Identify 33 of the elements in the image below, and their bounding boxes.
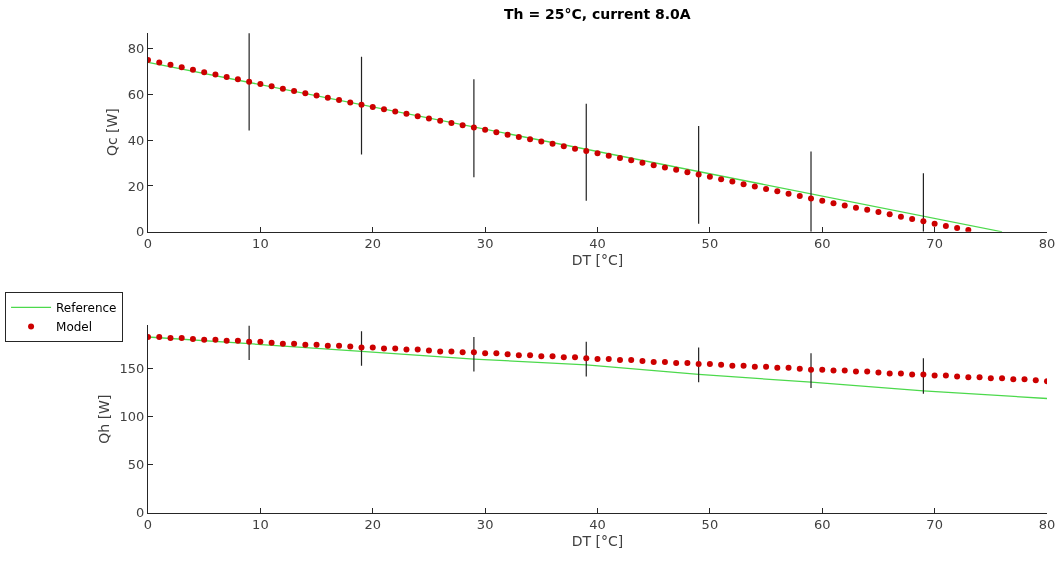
y-tick-label: 60 <box>127 86 145 102</box>
x-tick-label: 30 <box>476 236 494 252</box>
x-tick-label: 70 <box>926 517 943 533</box>
x-tick-label: 60 <box>813 236 831 252</box>
x-tick-label: 60 <box>813 517 831 533</box>
y-tick-label: 100 <box>119 409 145 425</box>
line-series <box>148 336 1047 400</box>
x-tick-label: 50 <box>701 236 719 252</box>
y-tick-label: 50 <box>127 457 145 473</box>
y-tick-label: 150 <box>119 361 145 377</box>
x-tick-label: 20 <box>364 517 382 533</box>
x-tick-label: 10 <box>252 236 269 252</box>
x-tick-label: 10 <box>252 517 269 533</box>
x-tick-label: 70 <box>926 236 943 252</box>
x-tick-label: 20 <box>364 236 382 252</box>
y-axis-title: Qh [W] <box>96 394 113 444</box>
x-tick-label: 80 <box>1038 236 1056 252</box>
legend-label: Reference <box>56 301 117 316</box>
legend-label: Model <box>56 320 93 335</box>
y-tick-label: 0 <box>136 224 145 240</box>
x-tick-label: 40 <box>589 517 606 533</box>
y-tick-label: 80 <box>127 41 145 57</box>
x-axis-title: DT [°C] <box>571 251 624 268</box>
x-axis-title: DT [°C] <box>571 532 624 549</box>
y-axis-title: Qc [W] <box>104 108 121 157</box>
y-tick-label: 40 <box>127 132 145 148</box>
x-tick-label: 30 <box>476 517 494 533</box>
y-tick-label: 20 <box>127 178 145 194</box>
y-tick-label: 0 <box>136 505 145 521</box>
x-tick-label: 50 <box>701 517 719 533</box>
chart-title: Th = 25°C, current 8.0A <box>504 6 691 22</box>
x-tick-label: 40 <box>589 236 606 252</box>
x-tick-label: 80 <box>1038 517 1056 533</box>
